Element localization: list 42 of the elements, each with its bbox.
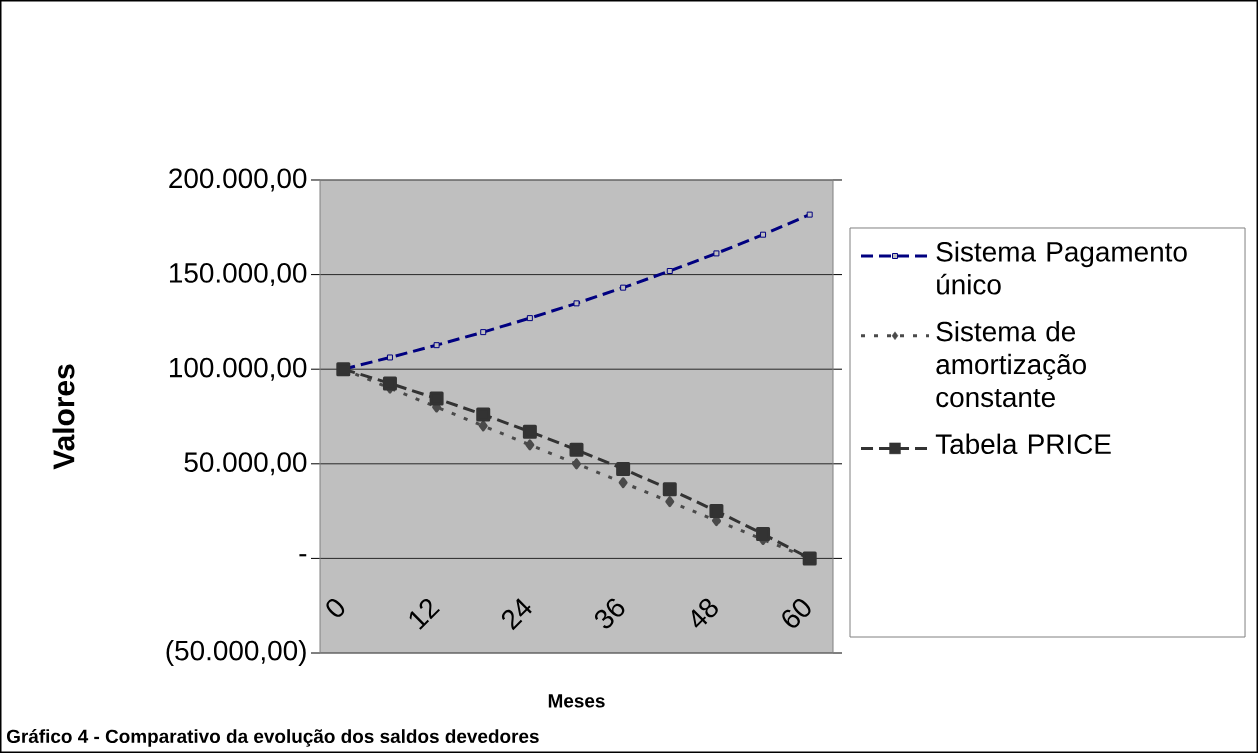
point [618,477,628,489]
legend-label: Sistema Pagamento único [936,241,1187,295]
x-tick-label: 24 [501,598,532,631]
point [616,461,631,476]
point [572,458,581,470]
point [476,407,491,422]
point [478,420,488,432]
y-tick-label: (50.000,00) [166,640,306,666]
point [433,342,440,349]
y-tick-label: 50.000,00 [184,452,307,476]
point [713,250,720,257]
text: Gráfico 4 - Comparativo da evolução dos saldos devedores [6,729,539,747]
x-tick-label: 60 [782,599,811,628]
point [429,391,444,406]
point [662,482,677,497]
point [806,211,813,218]
point [480,329,487,336]
point [709,504,724,519]
y-tick-label: 200.000,00 [169,168,307,192]
legend-label: Tabela PRICE [935,433,1111,455]
point [569,442,584,457]
point [665,496,675,508]
legend-label: Sistema de amortização constante [936,320,1086,408]
point [620,284,627,291]
point [522,424,537,439]
point [756,526,771,541]
point [525,439,535,451]
point [760,231,767,238]
x-axis-title: Meses [548,694,605,708]
x-tick-label: 0 [326,599,345,617]
y-tick-label: - [299,554,307,557]
point [382,376,397,391]
x-tick-label: 36 [594,598,625,629]
point [386,354,393,361]
point [573,300,580,307]
y-tick-label: 100.000,00 [169,357,307,381]
x-tick-label: 12 [409,598,440,630]
y-axis-title: Valores [52,364,75,470]
y-tick-label: 150.000,00 [169,263,307,287]
point [526,315,533,322]
x-tick-label: 48 [691,598,718,628]
point [666,268,673,274]
